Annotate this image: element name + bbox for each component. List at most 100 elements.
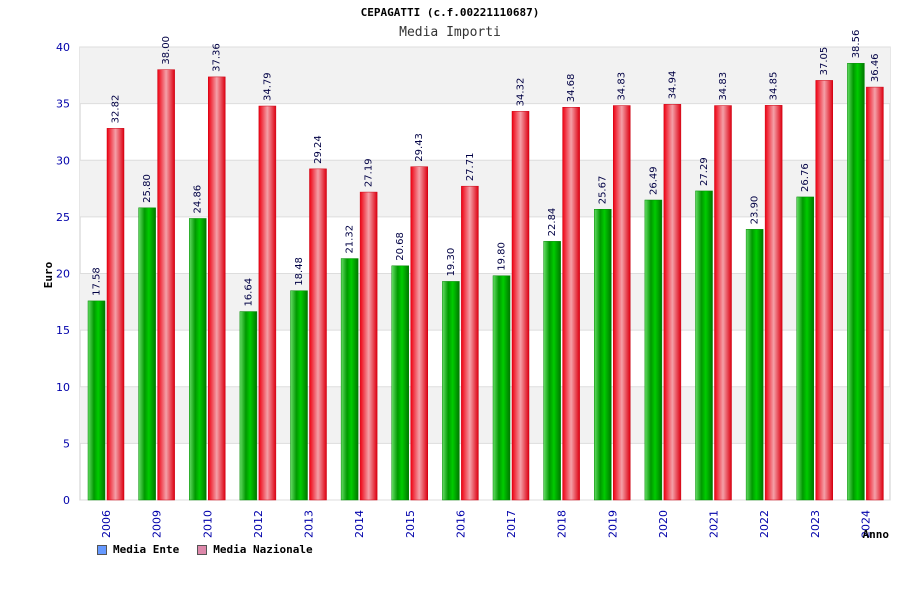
data-label: 27.19 [364,158,375,187]
legend-item-media-nazionale: Media Nazionale [197,543,313,556]
data-label: 17.58 [92,267,103,296]
legend-swatch [97,544,107,555]
bar [562,106,580,501]
x-tick-label: 2006 [100,510,113,538]
y-tick-label: 20 [56,268,70,281]
bar [461,185,479,501]
bar [106,128,125,501]
x-tick-label: 2023 [809,510,822,538]
data-label: 29.43 [414,133,425,162]
bar [511,111,530,501]
value-labels: 17.58 32.82 25.80 38.00 24.86 37.36 16.64 34.79… [92,30,881,307]
bar [258,105,277,501]
bar [866,86,884,501]
y-tick-label: 30 [56,154,70,167]
data-label: 37.36 [212,43,223,72]
data-label: 34.83 [617,72,628,101]
x-tick-label: 2010 [201,510,214,538]
bars [87,63,884,501]
bar [340,258,359,501]
x-tick-label: 2015 [404,510,417,538]
bar [87,300,106,501]
bar [239,311,258,501]
data-label: 38.56 [851,30,862,59]
x-tick-label: 2016 [454,510,467,538]
data-label: 20.68 [395,232,406,261]
x-tick-label: 2013 [303,510,316,538]
y-tick-label: 25 [56,211,70,224]
x-tick-label: 2020 [657,510,670,538]
bar [290,290,308,501]
bar [764,105,783,501]
y-tick-label: 40 [56,41,70,54]
data-label: 34.83 [718,72,729,101]
bar [208,76,226,501]
bar [189,218,207,501]
data-label: 34.85 [769,72,780,101]
y-tick-label: 10 [56,381,70,394]
bar [714,105,732,501]
y-tick-label: 15 [56,324,70,337]
y-tick-label: 0 [63,494,70,507]
bar [492,275,511,501]
bar [157,69,175,501]
data-label: 29.24 [313,135,324,164]
data-label: 16.64 [243,278,254,307]
y-axis-ticks: 0 5 10 15 20 25 30 35 40 [56,41,70,507]
bar [543,241,561,501]
bar [695,190,713,501]
x-tick-label: 2022 [758,510,771,538]
data-label: 21.32 [345,225,356,254]
legend: Media Ente Media Nazionale [97,543,313,556]
y-axis-label: Euro [42,261,55,288]
data-label: 32.82 [111,95,122,124]
x-tick-label: 2021 [708,510,721,538]
bar [594,209,612,501]
x-axis-label: Anno [863,528,890,541]
bar [644,199,663,501]
x-tick-label: 2018 [556,510,569,538]
data-label: 25.80 [142,174,153,203]
bar [796,196,814,501]
data-label: 18.48 [294,257,305,286]
data-label: 19.80 [497,242,508,271]
chart-title: CEPAGATTI (c.f.00221110687) [360,6,540,19]
data-label: 27.71 [465,153,476,182]
data-label: 26.76 [800,163,811,192]
bar [847,63,865,501]
bar [359,191,378,501]
bar [745,229,764,501]
data-label: 19.30 [446,248,457,277]
y-tick-label: 5 [63,437,70,450]
bar [815,80,833,501]
data-label: 34.32 [516,78,527,107]
data-label: 25.67 [598,176,609,205]
bar [391,265,409,501]
x-tick-label: 2009 [151,510,164,538]
bar [138,207,156,501]
x-tick-label: 2017 [505,510,518,538]
data-label: 34.79 [262,72,273,101]
y-tick-label: 35 [56,98,70,111]
data-label: 37.05 [819,47,830,76]
data-label: 23.90 [750,196,761,225]
bar [613,105,631,501]
data-label: 27.29 [699,157,710,186]
bar [442,281,460,501]
data-label: 24.86 [193,185,204,214]
bar [309,168,327,501]
legend-item-media-ente: Media Ente [97,543,179,556]
legend-label: Media Nazionale [213,543,313,556]
bar [410,166,428,501]
data-label: 36.46 [870,53,881,82]
data-label: 38.00 [161,36,172,65]
legend-label: Media Ente [113,543,180,556]
x-tick-label: 2024 [859,510,872,538]
x-tick-label: 2014 [353,510,366,538]
x-tick-label: 2012 [252,510,265,538]
data-label: 34.94 [667,71,678,100]
legend-swatch [197,544,208,555]
x-axis-ticks: 2006 2009 2010 2012 2013 2014 2015 2016 2017 2018… [100,510,872,538]
data-label: 22.84 [547,208,558,237]
